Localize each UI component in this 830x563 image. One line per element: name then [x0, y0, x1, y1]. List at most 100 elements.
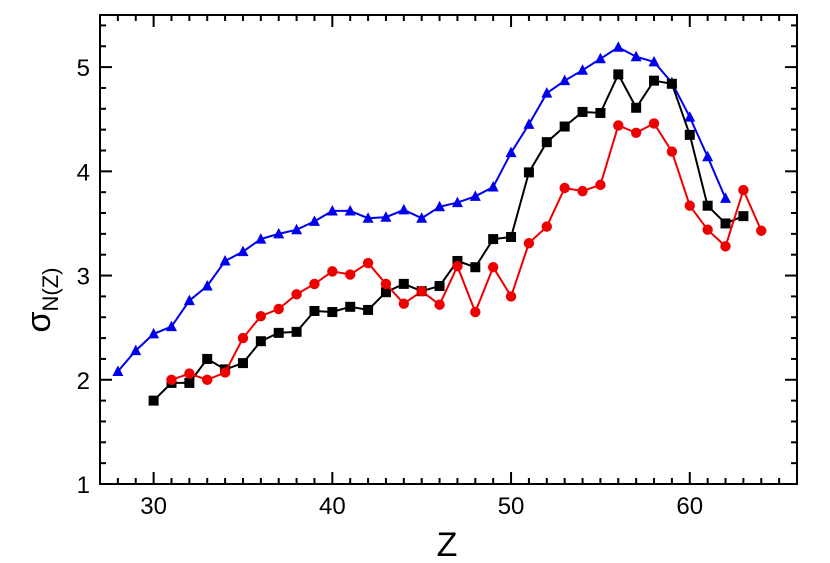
data-point [559, 74, 571, 86]
data-point [184, 377, 195, 388]
data-point [112, 365, 124, 376]
plot-frame [99, 14, 798, 485]
series-circle [166, 118, 767, 385]
data-point [577, 64, 589, 75]
data-point [291, 289, 302, 300]
data-point [345, 301, 356, 312]
data-point [202, 353, 213, 364]
series-square [148, 69, 749, 406]
x-tick-label: 30 [140, 493, 167, 520]
series-line-square [152, 72, 744, 402]
data-point [219, 367, 231, 378]
data-point [255, 311, 267, 322]
data-point [541, 87, 553, 98]
data-point [291, 223, 303, 235]
x-tick-label: 40 [319, 493, 346, 520]
series-line-triangle [117, 46, 727, 373]
data-point [130, 344, 142, 356]
data-point [184, 368, 195, 379]
data-point [398, 298, 410, 309]
data-point [738, 211, 749, 222]
data-point [630, 50, 642, 62]
data-point [702, 150, 714, 162]
data-point [380, 287, 391, 298]
data-point [362, 257, 374, 269]
data-point [613, 69, 624, 80]
axes: 30 40 50 60 1 2 3 4 5 [77, 14, 798, 520]
y-axis-title: σN(Z) [20, 268, 63, 333]
data-point [595, 107, 606, 118]
data-point [488, 234, 499, 245]
data-point [183, 294, 195, 306]
data-point [327, 266, 338, 277]
y-axis-subscript: N(Z) [38, 268, 63, 312]
data-point [666, 146, 678, 157]
data-point [702, 200, 713, 211]
data-point [720, 192, 732, 203]
data-point [416, 285, 427, 297]
data-point [684, 200, 695, 211]
data-point [702, 224, 713, 235]
data-point [487, 262, 499, 273]
data-point [201, 279, 213, 291]
data-point [398, 278, 409, 289]
data-point [273, 227, 285, 239]
data-point [219, 254, 231, 266]
data-point [237, 332, 249, 344]
y-tick-label: 4 [77, 159, 90, 186]
data-point [327, 307, 338, 318]
data-point [363, 304, 374, 315]
series-triangle [112, 41, 732, 376]
data-point [148, 395, 159, 406]
data-point [577, 185, 588, 197]
data-point [666, 78, 677, 89]
data-point [505, 146, 517, 158]
data-point [434, 280, 445, 291]
data-point [273, 327, 284, 338]
data-point [452, 255, 463, 266]
data-point [362, 212, 374, 223]
series-line-circle [171, 122, 763, 381]
data-point [255, 233, 267, 244]
data-point [434, 200, 446, 212]
data-point [594, 52, 606, 64]
x-tick-label: 50 [498, 493, 525, 520]
data-point [291, 326, 302, 337]
data-point [237, 245, 249, 257]
data-point [684, 129, 695, 140]
data-point [148, 327, 160, 339]
data-point [577, 106, 588, 117]
data-point [612, 41, 624, 52]
data-point [595, 179, 606, 191]
plot-area [112, 41, 767, 406]
data-point [613, 120, 624, 131]
data-point [541, 221, 552, 232]
data-point [470, 262, 481, 273]
data-point [309, 278, 320, 290]
data-point [559, 121, 570, 132]
data-point [344, 204, 356, 216]
y-tick-label: 5 [77, 55, 90, 82]
data-point [506, 231, 517, 242]
data-point [559, 182, 570, 194]
x-axis-title: Z [437, 526, 458, 563]
y-axis-symbol: σ [20, 311, 58, 332]
data-point [541, 137, 552, 148]
data-point [309, 305, 320, 316]
data-point [451, 196, 463, 208]
data-point [308, 215, 320, 226]
data-point [469, 190, 481, 201]
data-point [434, 299, 445, 310]
data-point [255, 336, 266, 347]
data-point [166, 374, 177, 385]
data-point [523, 238, 535, 249]
data-point [720, 241, 731, 252]
data-point [648, 118, 660, 129]
data-point [345, 269, 356, 280]
y-tick-label: 1 [77, 472, 90, 499]
data-point [630, 127, 642, 138]
data-point [273, 303, 284, 315]
data-point [165, 320, 177, 332]
data-point [523, 118, 535, 129]
